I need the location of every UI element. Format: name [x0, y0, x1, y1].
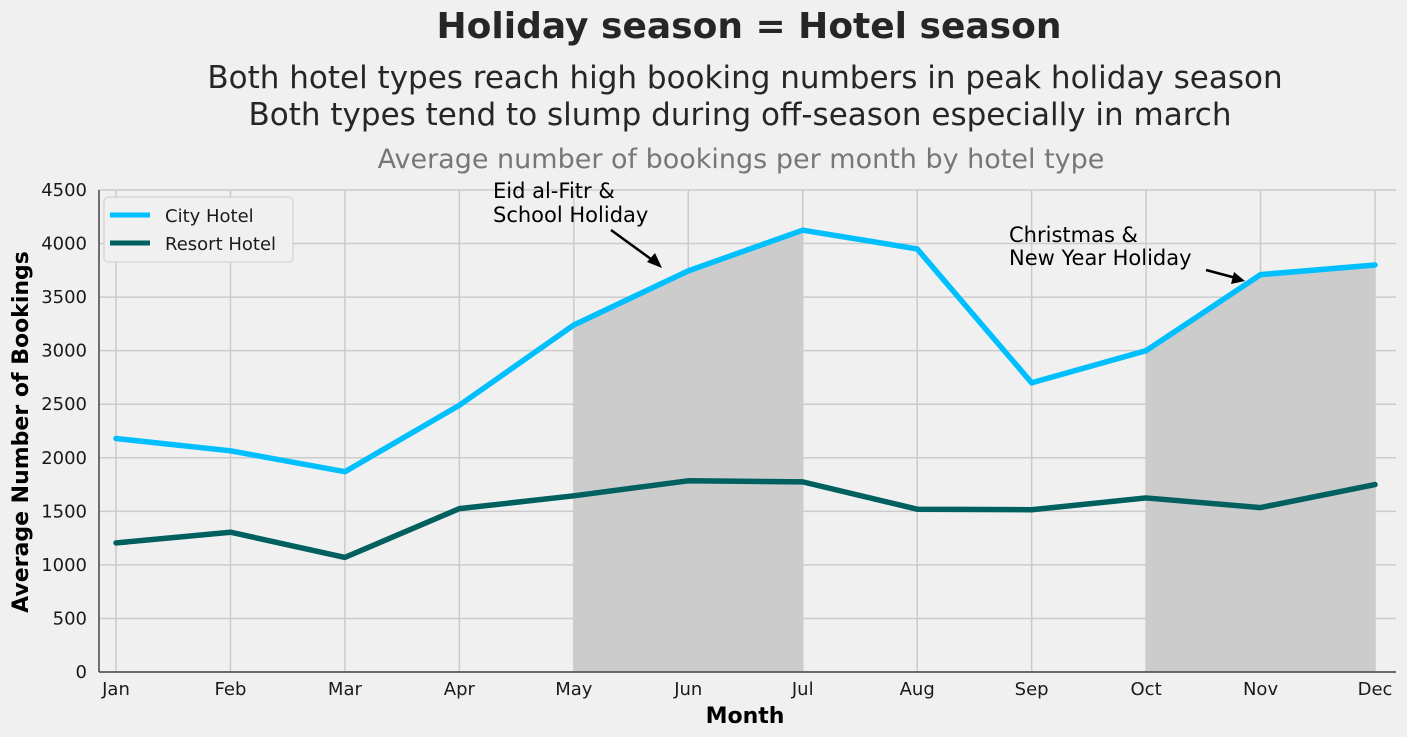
x-tick-label-jan: Jan [101, 679, 130, 700]
y-tick-label: 1000 [41, 555, 87, 576]
x-tick-label-jun: Jun [673, 679, 702, 700]
annotation-christmas-arrow [1205, 268, 1237, 280]
annotation-christmas-line-2: New Year Holiday [1009, 246, 1192, 270]
chart-title: Holiday season = Hotel season [437, 6, 1062, 47]
x-tick-labels: Jan Feb Mar Apr May Jun Jul Aug Sep Oct Nov Dec [101, 679, 1392, 700]
y-tick-label: 4000 [41, 234, 87, 255]
y-tick-label: 4500 [41, 180, 87, 201]
plot-title: Average number of bookings per month by … [378, 144, 1105, 175]
chart-subtitle-line-1: Both hotel types reach high booking numb… [207, 60, 1282, 96]
x-tick-label-dec: Dec [1358, 679, 1393, 700]
x-tick-label-apr: Apr [444, 679, 476, 700]
annotations: Eid al-Fitr & School Holiday Christmas &… [493, 179, 1245, 284]
legend: City Hotel Resort Hotel [103, 196, 294, 263]
x-tick-label-oct: Oct [1131, 679, 1162, 700]
chart-subtitle-line-2: Both types tend to slump during off-seas… [249, 97, 1232, 133]
y-tick-label: 1500 [41, 501, 87, 522]
series-line-resort-hotel [113, 478, 1378, 561]
legend-box [103, 196, 294, 263]
y-axis-label: Average Number of Bookings [9, 251, 34, 613]
y-tick-label: 2000 [41, 448, 87, 469]
y-tick-label: 500 [53, 608, 87, 629]
annotation-eid-arrowhead [647, 253, 662, 268]
legend-label-resort-hotel: Resort Hotel [165, 234, 276, 255]
annotation-eid-arrow [610, 228, 656, 264]
x-tick-label-sep: Sep [1015, 679, 1049, 700]
annotation-christmas-line-1: Christmas & [1009, 223, 1138, 247]
series-lines [113, 227, 1378, 561]
x-tick-label-nov: Nov [1243, 679, 1278, 700]
annotation-christmas-arrowhead [1231, 272, 1245, 284]
y-tick-labels: 0 500 1000 1500 2000 2500 3000 3500 4000 4500 [41, 180, 87, 683]
x-tick-label-jul: Jul [791, 679, 814, 700]
annotation-eid-line-1: Eid al-Fitr & [493, 179, 615, 203]
y-tick-label: 3500 [41, 287, 87, 308]
y-tick-label: 0 [76, 662, 87, 683]
series-line-city-hotel [113, 227, 1378, 475]
y-tick-label: 3000 [41, 341, 87, 362]
legend-label-city-hotel: City Hotel [165, 206, 254, 227]
grid-lines [99, 189, 1396, 673]
axes [98, 190, 1396, 673]
annotation-eid-line-2: School Holiday [493, 203, 648, 227]
x-tick-label-may: May [555, 679, 593, 700]
y-tick-label: 2500 [41, 394, 87, 415]
x-tick-label-mar: Mar [328, 679, 363, 700]
x-tick-label-feb: Feb [215, 679, 247, 700]
x-axis-label: Month [706, 704, 785, 729]
x-tick-label-aug: Aug [900, 679, 935, 700]
